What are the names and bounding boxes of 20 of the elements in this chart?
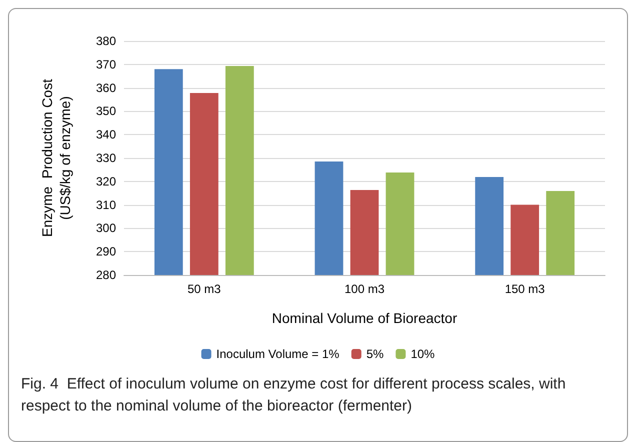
y-axis-title: Enzyme Production Cost (US$/kg of enzyme)	[39, 78, 73, 237]
y-tick-label: 360	[96, 80, 116, 95]
y-tick-label: 290	[96, 244, 116, 259]
x-tick-label: 150 m3	[504, 282, 546, 296]
x-tick-label: 100 m3	[344, 282, 385, 296]
legend-label: 10%	[410, 347, 436, 361]
x-tick-label: 50 m3	[187, 282, 222, 296]
y-tick-label: 350	[96, 104, 116, 118]
y-tick-label: 370	[96, 57, 116, 72]
caption: Fig. 4 Effect of inoculum volume on enzyme cost for different process scales, with respect to the nominal volume of the bioreactor (fermenter)	[21, 376, 570, 414]
y-tick-label: 380	[96, 34, 116, 48]
y-tick-label: 310	[96, 198, 116, 212]
y-tick-label: 320	[96, 174, 116, 188]
legend-label: 5%	[366, 347, 384, 361]
y-tick-label: 300	[96, 221, 116, 236]
legend-label: Inoculum Volume = 1%	[216, 347, 340, 361]
y-tick-label: 330	[96, 151, 116, 165]
y-tick-label: 280	[96, 268, 116, 282]
x-axis-title: Nominal Volume of Bioreactor	[272, 310, 458, 326]
y-tick-label: 340	[96, 128, 116, 142]
